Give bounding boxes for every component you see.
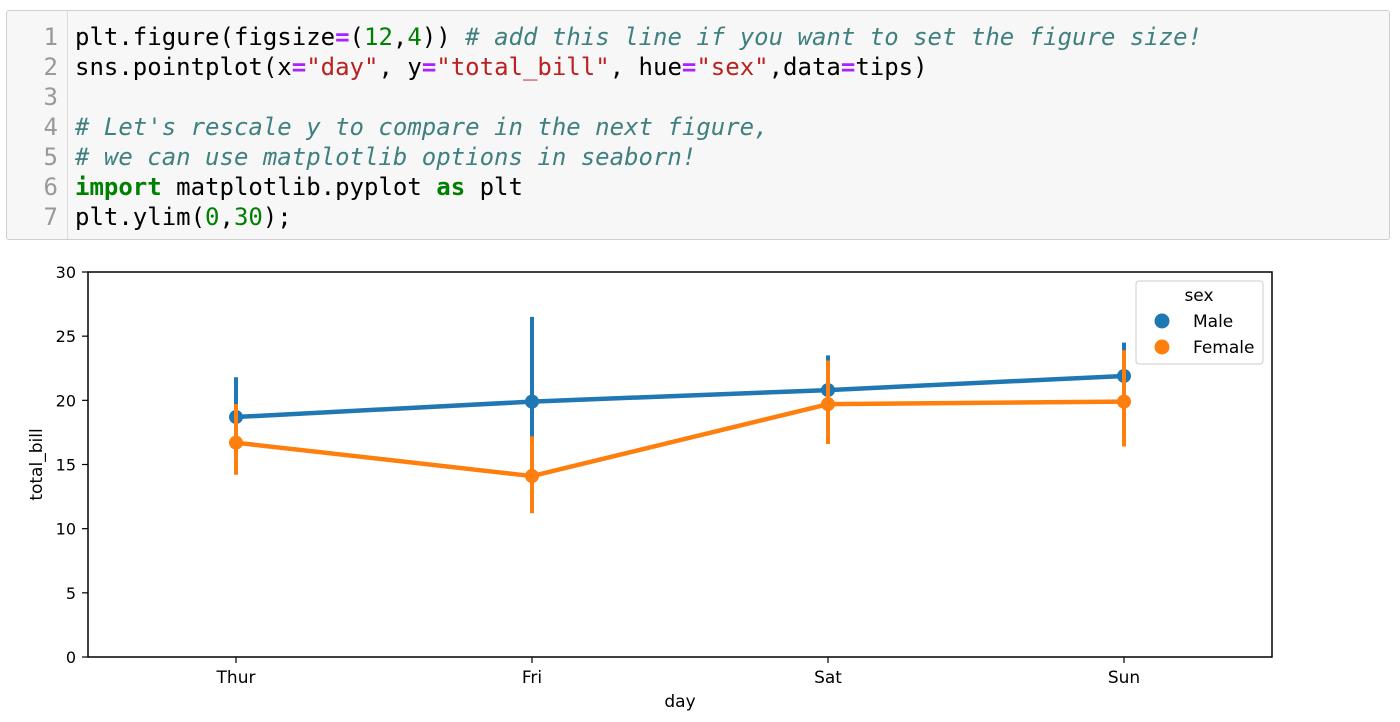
y-tick-label: 5 xyxy=(66,584,76,603)
code-token: tips) xyxy=(855,53,928,81)
series-line xyxy=(235,399,1125,479)
line-number: 4 xyxy=(43,113,58,141)
x-tick-label: Sat xyxy=(814,668,842,688)
code-token: ,data xyxy=(768,53,841,81)
code-token: 12 xyxy=(364,23,393,51)
legend-label: Male xyxy=(1193,312,1233,332)
y-axis-label: total_bill xyxy=(27,428,47,500)
code-token: # add this line if you want to set the f… xyxy=(465,23,1203,51)
legend-marker xyxy=(1154,339,1170,355)
code-token: "sex" xyxy=(696,53,769,81)
legend-title: sex xyxy=(1184,286,1213,306)
code-token: , y xyxy=(378,53,422,81)
x-tick-label: Thur xyxy=(216,668,256,688)
line-number: 1 xyxy=(43,23,58,51)
y-tick-label: 0 xyxy=(66,648,76,667)
data-point xyxy=(821,397,835,412)
x-tick-label: Sun xyxy=(1108,668,1140,688)
y-tick-label: 30 xyxy=(56,263,76,282)
code-token: import xyxy=(75,173,162,201)
code-token: = xyxy=(421,53,437,81)
code-token: , hue xyxy=(609,53,682,81)
line-number: 7 xyxy=(43,203,58,231)
y-tick-label: 15 xyxy=(56,456,76,475)
legend-marker xyxy=(1154,313,1170,329)
data-point xyxy=(525,469,539,484)
code-token: sns.pointplot(x xyxy=(75,53,292,81)
series-line xyxy=(235,373,1125,420)
code-token: 30 xyxy=(233,203,263,231)
legend-label: Female xyxy=(1193,338,1254,358)
code-token: = xyxy=(840,53,856,81)
code-token: ( xyxy=(349,23,364,51)
code-line: import matplotlib.pyplot as plt xyxy=(75,172,523,202)
pointplot-chart: 0 5 10 15 20 25 30 Thur Fri Sat Sun day total_bill… xyxy=(27,263,1273,712)
line-number: 2 xyxy=(43,53,58,81)
x-axis-label: day xyxy=(664,692,695,712)
code-token: , xyxy=(392,23,408,51)
data-point xyxy=(1117,394,1131,409)
code-token: plt.figure(figsize xyxy=(75,23,336,51)
plot-frame xyxy=(87,271,1273,658)
code-token: 0 xyxy=(205,203,220,231)
code-token: 4 xyxy=(407,23,422,51)
code-token: = xyxy=(335,23,350,51)
code-token: matplotlib.pyplot xyxy=(161,173,437,201)
line-number: 6 xyxy=(43,173,58,201)
code-token: "total_bill" xyxy=(436,53,610,81)
code-token: )) xyxy=(421,23,466,51)
y-tick-label: 10 xyxy=(56,520,76,539)
y-tick-label: 20 xyxy=(56,391,76,410)
code-token: plt.ylim( xyxy=(75,203,206,231)
code-token: # we can use matplotlib options in seabo… xyxy=(75,143,697,171)
code-token: as xyxy=(436,173,466,201)
series-male xyxy=(229,316,1131,451)
cell-output: 0 5 10 15 20 25 30 Thur Fri Sat Sun day total_bill… xyxy=(0,244,1400,718)
code-line: # we can use matplotlib options in seabo… xyxy=(75,142,696,172)
code-token: # Let's rescale y to compare in the next… xyxy=(75,113,769,141)
line-number: 5 xyxy=(43,143,58,171)
data-point xyxy=(525,394,539,409)
y-tick-label: 25 xyxy=(56,327,76,346)
code-line: plt.figure(figsize=(12,4)) # add this li… xyxy=(75,22,1202,52)
code-token: ); xyxy=(262,203,292,231)
code-token: = xyxy=(681,53,697,81)
code-token: plt xyxy=(465,173,523,201)
code-token: "day" xyxy=(306,53,379,81)
line-number: 3 xyxy=(43,83,58,111)
code-token: , xyxy=(219,203,234,231)
series-female xyxy=(229,350,1131,514)
x-tick-label: Fri xyxy=(522,668,542,688)
data-point xyxy=(229,435,243,450)
legend: sex Male Female xyxy=(1135,280,1264,365)
code-line: # Let's rescale y to compare in the next… xyxy=(75,112,769,142)
code-line: plt.ylim(0,30); xyxy=(75,202,292,232)
code-line: sns.pointplot(x="day", y="total_bill", h… xyxy=(75,52,928,82)
code-token: = xyxy=(291,53,307,81)
